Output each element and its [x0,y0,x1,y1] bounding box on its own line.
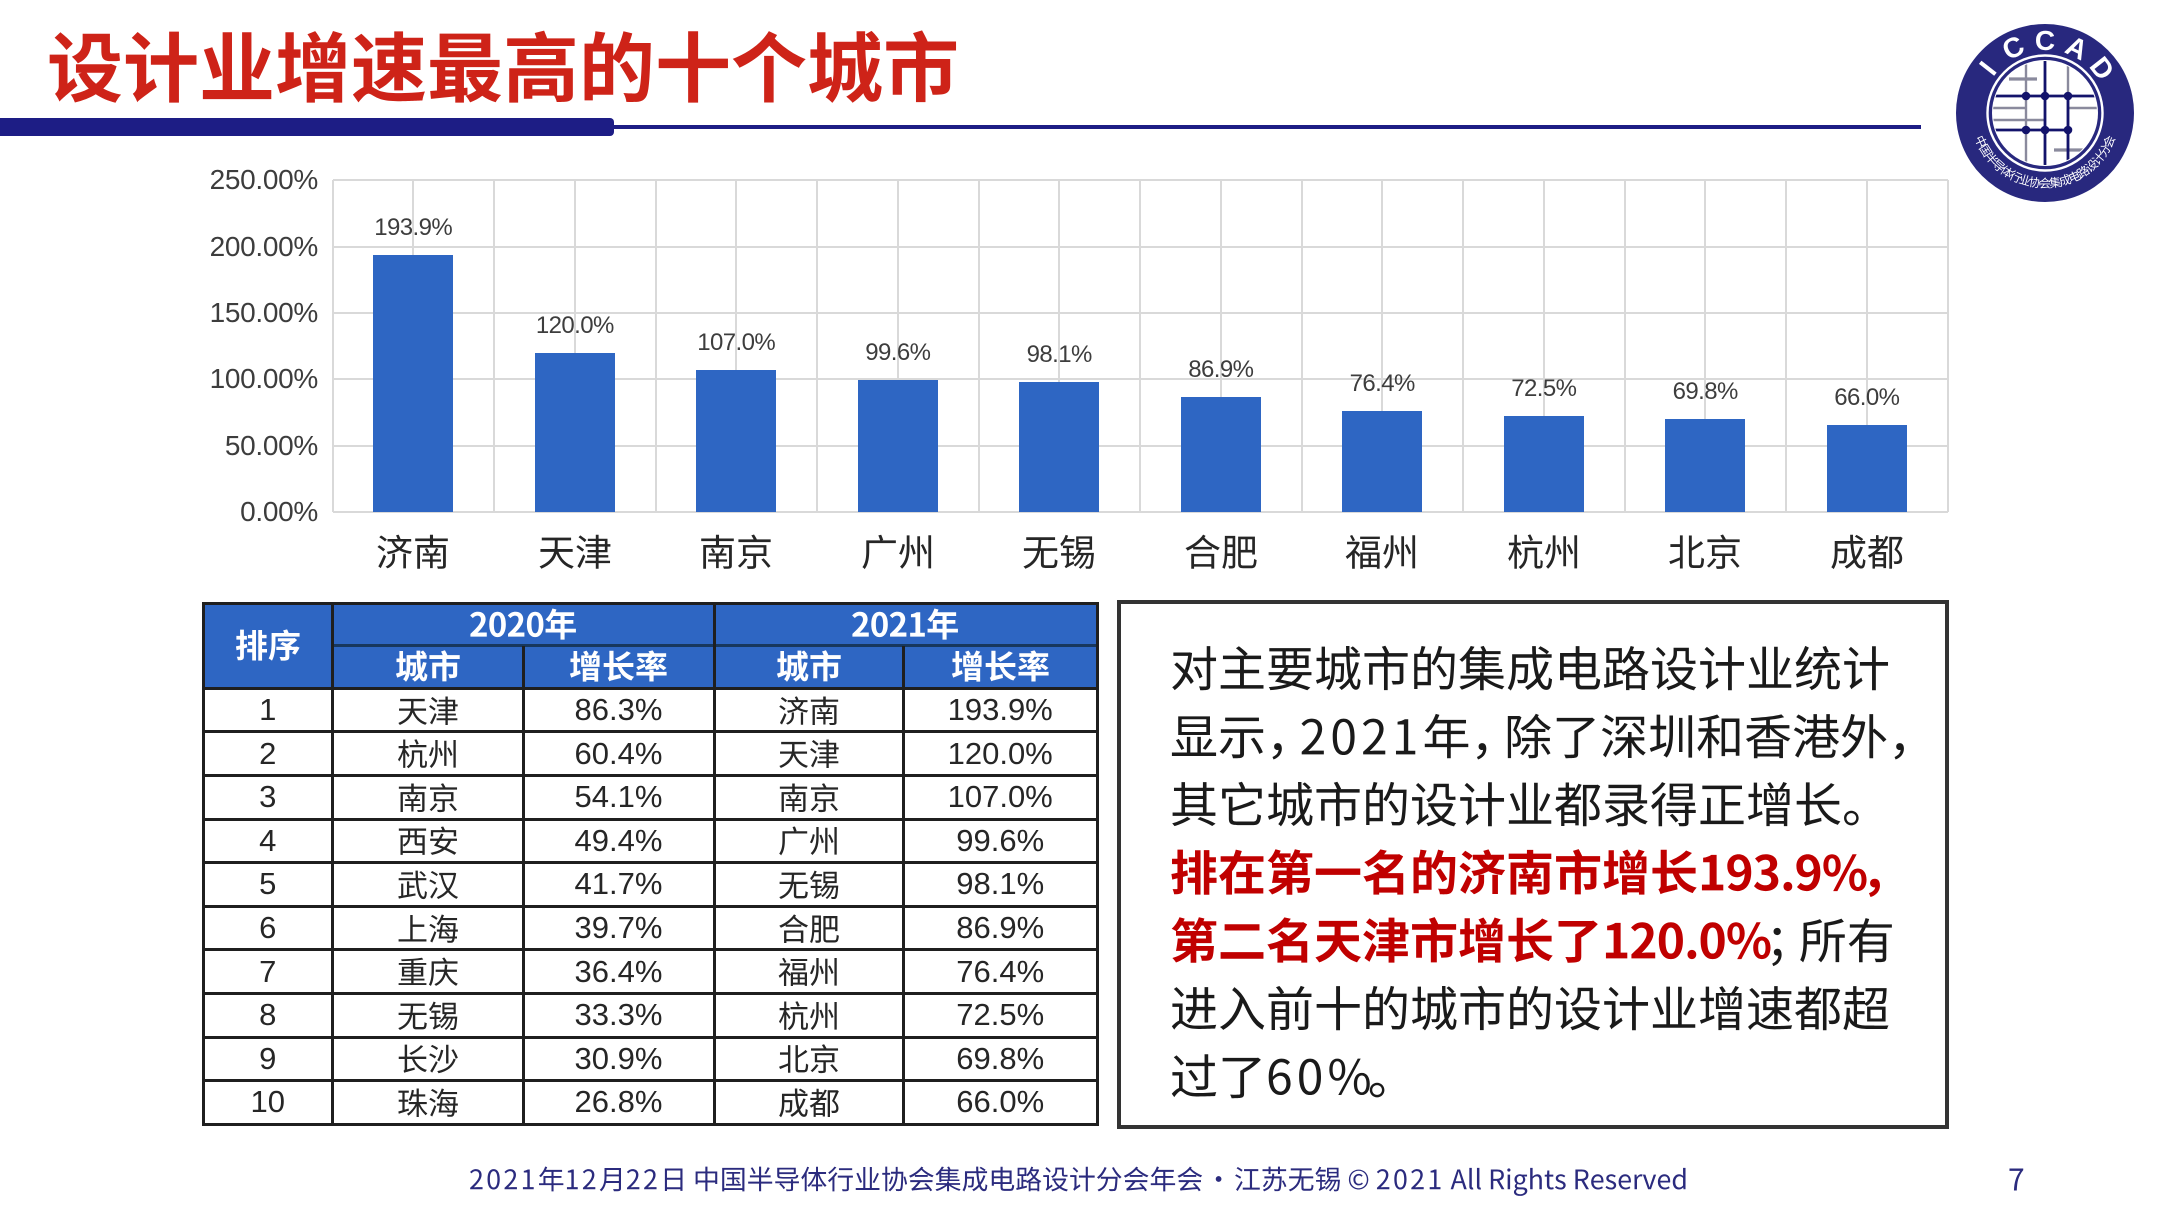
svg-text:C: C [2035,25,2055,56]
